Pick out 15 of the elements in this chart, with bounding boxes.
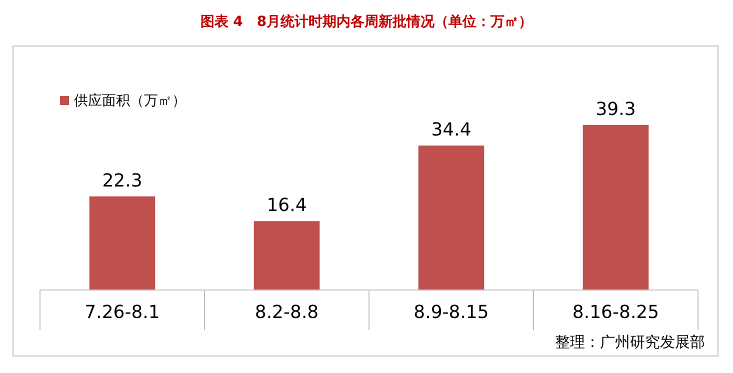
data-label: 39.3 bbox=[596, 99, 636, 120]
x-tick-label: 7.26-8.1 bbox=[84, 302, 160, 323]
bar bbox=[254, 221, 320, 290]
data-label: 34.4 bbox=[431, 120, 472, 141]
chart-title: 图表 4 8月统计时期内各周新批情况（单位：万㎡） bbox=[200, 13, 533, 30]
bar bbox=[582, 125, 649, 290]
text: 整理：广州研究发展部 bbox=[555, 333, 705, 351]
bar bbox=[418, 146, 484, 290]
data-label: 22.3 bbox=[102, 170, 142, 192]
bar bbox=[89, 196, 156, 290]
x-tick-label: 8.2-8.8 bbox=[254, 302, 319, 323]
legend-label: 供应面积（万㎡） bbox=[74, 93, 186, 109]
data-label: 16.4 bbox=[266, 195, 307, 216]
x-tick-label: 8.16-8.25 bbox=[572, 302, 660, 323]
x-tick-label: 8.9-8.15 bbox=[414, 302, 489, 323]
